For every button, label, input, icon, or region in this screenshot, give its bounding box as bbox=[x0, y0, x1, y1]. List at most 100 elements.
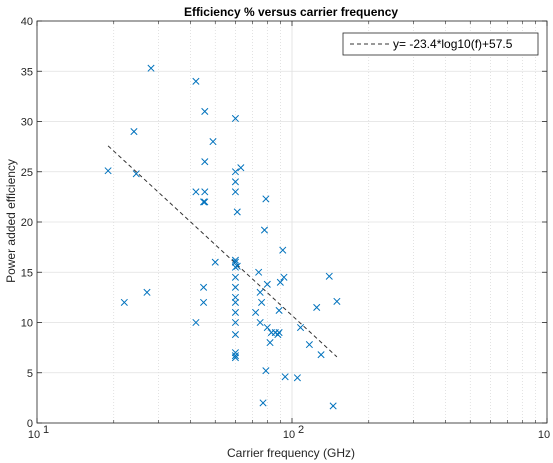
data-point bbox=[120, 298, 128, 306]
data-point bbox=[192, 318, 200, 327]
data-point bbox=[275, 328, 283, 337]
data-point-stroke bbox=[104, 167, 112, 175]
data-point-stroke bbox=[200, 283, 208, 291]
x-tick-label: 10 bbox=[283, 429, 295, 441]
data-point bbox=[274, 331, 282, 339]
data-point-stroke bbox=[192, 318, 200, 327]
data-point-stroke bbox=[293, 374, 301, 382]
y-tick-label: 0 bbox=[27, 418, 33, 430]
data-point bbox=[260, 226, 269, 234]
data-point bbox=[200, 298, 208, 306]
data-point-stroke bbox=[255, 268, 263, 276]
data-point bbox=[317, 351, 325, 359]
x-tick-exponent: 2 bbox=[298, 424, 304, 436]
data-point-stroke bbox=[231, 178, 239, 186]
data-point bbox=[305, 341, 313, 349]
data-point bbox=[201, 188, 209, 196]
data-point bbox=[143, 288, 151, 296]
data-point bbox=[313, 303, 321, 311]
data-point-stroke bbox=[279, 246, 287, 254]
data-point-stroke bbox=[231, 298, 239, 306]
axis-ticks bbox=[36, 20, 548, 424]
data-point-stroke bbox=[231, 263, 239, 271]
data-point bbox=[296, 323, 305, 332]
data-point-stroke bbox=[325, 272, 333, 280]
data-point-stroke bbox=[274, 331, 282, 339]
x-tick-label: 10 bbox=[28, 429, 40, 441]
data-point bbox=[276, 278, 284, 286]
data-point-stroke bbox=[263, 323, 271, 332]
data-point bbox=[231, 188, 239, 196]
data-point-stroke bbox=[211, 258, 219, 266]
data-point-stroke bbox=[231, 354, 239, 362]
data-point bbox=[231, 283, 239, 291]
x-axis-label: Carrier frequency (GHz) bbox=[227, 446, 355, 460]
data-point-stroke bbox=[201, 198, 209, 206]
data-point-stroke bbox=[256, 288, 264, 296]
data-point-stroke bbox=[192, 188, 200, 196]
data-point bbox=[130, 127, 138, 136]
data-point bbox=[231, 168, 239, 176]
data-point bbox=[262, 195, 270, 203]
data-point-stroke bbox=[262, 195, 270, 203]
data-point bbox=[132, 170, 140, 178]
data-point bbox=[329, 402, 337, 410]
data-point bbox=[280, 273, 288, 281]
data-point-stroke bbox=[231, 349, 239, 357]
x-tick-labels: 101102103 bbox=[28, 424, 550, 441]
data-point-stroke bbox=[263, 280, 271, 288]
data-point-stroke bbox=[233, 262, 241, 270]
y-tick-labels: 0 5 10 15 20 25 30 35 40 bbox=[21, 16, 33, 430]
data-point bbox=[255, 268, 263, 276]
data-point-stroke bbox=[231, 114, 239, 123]
data-point bbox=[256, 318, 264, 327]
legend-label: y= -23.4*log10(f)+57.5 bbox=[393, 37, 513, 51]
data-point bbox=[256, 288, 264, 296]
data-point-stroke bbox=[192, 77, 200, 85]
y-tick-label: 40 bbox=[21, 16, 33, 28]
data-point bbox=[231, 263, 239, 271]
data-point bbox=[200, 283, 208, 291]
data-point-stroke bbox=[143, 288, 151, 296]
data-point bbox=[231, 256, 239, 264]
data-point-stroke bbox=[231, 168, 239, 176]
data-point bbox=[233, 208, 241, 216]
data-point-stroke bbox=[231, 331, 239, 339]
data-point-stroke bbox=[201, 107, 209, 116]
data-point-stroke bbox=[147, 64, 155, 72]
y-tick-label: 35 bbox=[21, 66, 33, 78]
data-point bbox=[231, 273, 239, 281]
data-point-stroke bbox=[266, 339, 274, 347]
data-point bbox=[231, 293, 239, 301]
data-point bbox=[263, 280, 271, 288]
data-point bbox=[231, 354, 239, 362]
data-point bbox=[259, 399, 267, 407]
data-point-stroke bbox=[231, 283, 239, 291]
data-point-stroke bbox=[233, 208, 241, 216]
data-point-stroke bbox=[258, 298, 266, 306]
data-point-stroke bbox=[201, 188, 209, 196]
data-point bbox=[201, 107, 209, 116]
data-point bbox=[258, 298, 266, 306]
data-point-stroke bbox=[231, 352, 239, 360]
data-point bbox=[211, 258, 219, 266]
data-point-stroke bbox=[231, 293, 239, 301]
y-axis-label: Power added efficiency bbox=[4, 159, 18, 283]
data-point bbox=[209, 138, 217, 146]
data-point bbox=[252, 308, 260, 317]
data-point-stroke bbox=[237, 164, 245, 172]
legend-box bbox=[342, 32, 539, 56]
data-point-stroke bbox=[130, 127, 138, 136]
data-point bbox=[192, 77, 200, 85]
data-points bbox=[104, 64, 341, 410]
y-tick-label: 20 bbox=[21, 217, 33, 229]
data-point bbox=[231, 258, 239, 266]
data-point-stroke bbox=[200, 298, 208, 306]
data-point-stroke bbox=[281, 373, 289, 381]
data-point-stroke bbox=[262, 367, 270, 375]
data-point bbox=[262, 367, 270, 375]
x-tick-exponent: 1 bbox=[43, 424, 49, 436]
y-tick-label: 25 bbox=[21, 167, 33, 179]
data-point bbox=[231, 308, 239, 317]
data-point-stroke bbox=[231, 318, 239, 327]
